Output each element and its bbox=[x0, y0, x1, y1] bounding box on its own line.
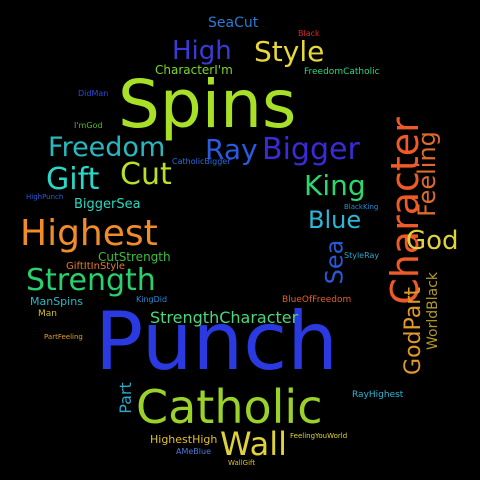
word-blue: Blue bbox=[308, 206, 362, 234]
word-punch: Punch bbox=[95, 295, 338, 388]
word-freedom: Freedom bbox=[48, 132, 166, 163]
word-worldblack: WorldBlack bbox=[425, 272, 441, 350]
word-gift: Gift bbox=[46, 162, 100, 197]
word-highesthigh: HighestHigh bbox=[150, 433, 218, 446]
word-partfeeling: PartFeeling bbox=[44, 333, 83, 341]
word-high: High bbox=[172, 36, 232, 66]
word-catholicbigger: CatholicBigger bbox=[172, 157, 231, 166]
word-part: Part bbox=[115, 382, 135, 414]
word-characterim: CharacterI'm bbox=[155, 63, 233, 77]
word-blueoffreedom: BlueOfFreedom bbox=[282, 295, 352, 305]
word-god: God bbox=[406, 226, 459, 256]
word-bigger: Bigger bbox=[262, 132, 360, 167]
word-spins: Spins bbox=[118, 66, 297, 143]
word-catholic: Catholic bbox=[136, 380, 323, 434]
word-godpart: GodPart bbox=[400, 287, 426, 375]
word-blackking: BlackKing bbox=[344, 203, 379, 211]
word-biggersea: BiggerSea bbox=[74, 197, 141, 212]
word-highest: Highest bbox=[20, 213, 158, 254]
word-freedomcatholic: FreedomCatholic bbox=[304, 67, 380, 77]
word-cutstrength: CutStrength bbox=[98, 250, 171, 264]
word-king: King bbox=[304, 169, 366, 202]
word-style: Style bbox=[254, 35, 325, 68]
word-rayhighest: RayHighest bbox=[352, 390, 404, 400]
word-amblue: AMeBlue bbox=[176, 447, 211, 456]
word-highpunch: HighPunch bbox=[26, 193, 64, 201]
word-giftitinstyle: GiftItInStyle bbox=[66, 261, 126, 272]
word-wall: Wall bbox=[220, 425, 287, 463]
word-strengthcharacter: StrengthCharacter bbox=[150, 308, 299, 327]
word-didman: DidMan bbox=[78, 89, 109, 98]
word-manspins: ManSpins bbox=[30, 295, 83, 308]
word-sea: Sea bbox=[320, 239, 349, 285]
word-seacut: SeaCut bbox=[208, 15, 259, 31]
word-cut: Cut bbox=[120, 157, 172, 192]
word-kingdid: KingDid bbox=[136, 295, 168, 304]
word-man: Man bbox=[38, 309, 57, 319]
word-feeling: Feeling bbox=[412, 131, 441, 217]
word-feelingyouworld: FeelingYouWorld bbox=[290, 432, 348, 440]
word-strength: Strength bbox=[26, 263, 156, 298]
word-ray: Ray bbox=[205, 133, 258, 166]
word-styleray: StyleRay bbox=[344, 251, 380, 260]
word-imgod: I'mGod bbox=[74, 121, 103, 130]
word-wallgift: WallGift bbox=[228, 459, 256, 467]
word-black: Black bbox=[298, 29, 320, 38]
